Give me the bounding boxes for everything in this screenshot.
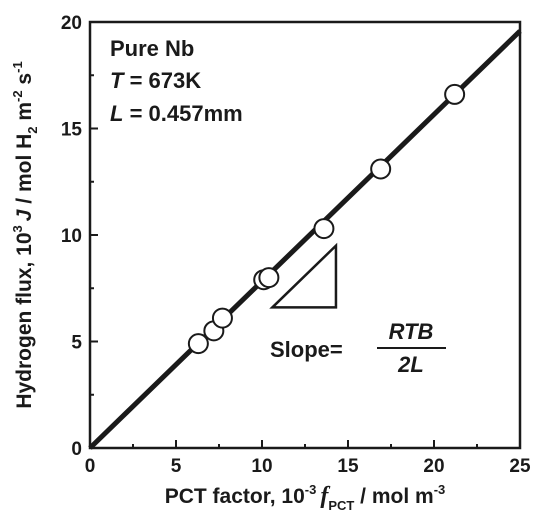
annotation-material: Pure Nb xyxy=(110,36,194,61)
y-tick-label: 15 xyxy=(61,120,83,141)
x-axis-ticks: 0 5 10 15 20 25 xyxy=(85,440,531,477)
data-point xyxy=(444,83,466,105)
x-tick-label: 10 xyxy=(251,456,272,477)
slope-numerator: RTB xyxy=(389,319,434,344)
slope-triangle xyxy=(269,242,338,309)
data-points xyxy=(187,83,466,355)
y-tick-label: 5 xyxy=(71,333,82,354)
slope-denominator: 2L xyxy=(397,352,424,377)
data-point xyxy=(187,333,209,355)
y-tick-label: 0 xyxy=(71,439,82,460)
x-tick-label: 5 xyxy=(171,456,182,477)
data-point xyxy=(313,218,335,240)
y-axis-ticks: 0 5 10 15 20 xyxy=(61,13,98,460)
x-tick-label: 20 xyxy=(423,456,444,477)
y-axis-label: Hydrogen flux, 103J / mol H2 m-2 s-1 xyxy=(10,61,40,408)
slope-label: Slope= xyxy=(270,337,343,362)
x-axis-label: PCT factor, 10-3 fPCT / mol m-3 xyxy=(165,482,446,513)
annotation-temperature: T = 673K xyxy=(110,68,201,93)
y-tick-label: 10 xyxy=(61,226,82,247)
data-point xyxy=(211,307,233,329)
data-point xyxy=(258,267,280,289)
x-tick-label: 15 xyxy=(337,456,359,477)
data-point xyxy=(370,158,392,180)
y-tick-label: 20 xyxy=(61,13,82,34)
x-tick-label: 25 xyxy=(509,456,531,477)
x-tick-label: 0 xyxy=(85,456,96,477)
annotation-thickness: L = 0.457mm xyxy=(110,101,243,126)
